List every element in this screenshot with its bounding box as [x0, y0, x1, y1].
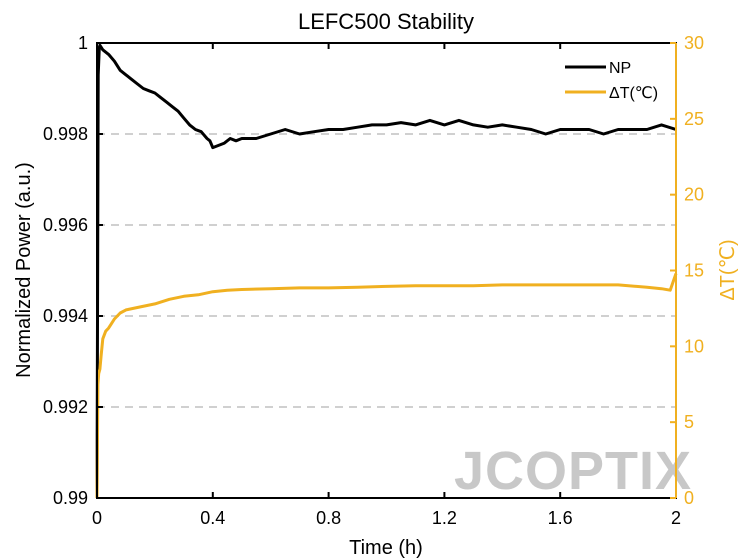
x-tick-label: 0.4 — [200, 508, 225, 528]
x-tick-label: 0.8 — [316, 508, 341, 528]
x-tick-label: 1.2 — [432, 508, 457, 528]
gridlines — [97, 133, 676, 408]
y-right-tick-label: 30 — [684, 33, 704, 53]
chart-title: LEFC500 Stability — [298, 9, 474, 34]
y-right-tick-label: 25 — [684, 109, 704, 129]
y-axis-right: 0 5 10 15 20 25 30 — [670, 33, 704, 508]
series-layer — [95, 43, 678, 499]
y-right-tick-label: 15 — [684, 261, 704, 281]
legend-label-np: NP — [609, 60, 631, 77]
x-tick-label: 2 — [671, 508, 681, 528]
y-axis-left: 0.99 0.992 0.994 0.996 0.998 1 — [43, 33, 103, 508]
series-line-dt — [95, 273, 678, 499]
x-tick-label: 0 — [92, 508, 102, 528]
y-axis-right-title: ΔT(℃) — [717, 239, 739, 300]
watermark-logo: JCOPTIX — [454, 441, 692, 501]
y-left-tick-label: 0.996 — [43, 215, 88, 235]
y-right-tick-label: 0 — [684, 488, 694, 508]
y-left-tick-label: 0.992 — [43, 397, 88, 417]
legend-label-dt: ΔT(℃) — [609, 85, 658, 102]
y-right-tick-label: 5 — [684, 412, 694, 432]
x-axis: 0 0.4 0.8 1.2 1.6 2 — [92, 43, 681, 528]
legend: NP ΔT(℃) — [565, 60, 658, 102]
x-axis-title: Time (h) — [349, 537, 423, 559]
series-line-np — [95, 43, 677, 499]
y-left-tick-label: 0.994 — [43, 306, 88, 326]
x-tick-label: 1.6 — [548, 508, 573, 528]
y-left-tick-label: 0.99 — [53, 488, 88, 508]
y-axis-left-title: Normalized Power (a.u.) — [13, 162, 35, 378]
y-left-tick-label: 0.998 — [43, 124, 88, 144]
y-left-tick-label: 1 — [78, 33, 88, 53]
y-right-tick-label: 20 — [684, 185, 704, 205]
y-right-tick-label: 10 — [684, 336, 704, 356]
